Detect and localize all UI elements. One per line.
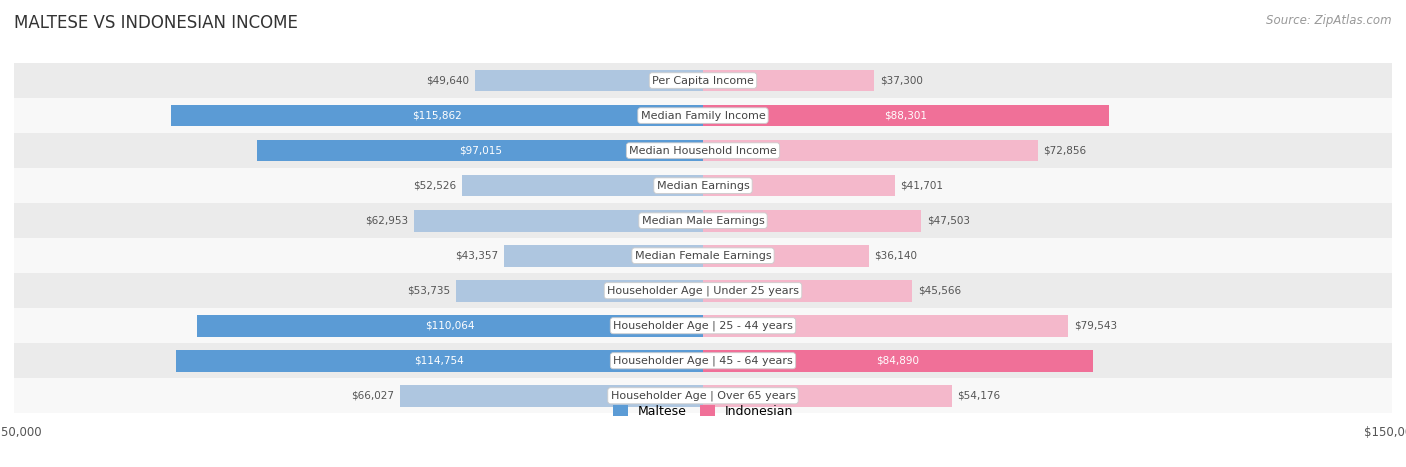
Bar [703, 140, 1038, 162]
Text: Householder Age | Over 65 years: Householder Age | Over 65 years [610, 390, 796, 401]
Bar [503, 245, 703, 267]
Text: $53,735: $53,735 [408, 286, 451, 296]
Bar [703, 385, 952, 407]
Text: $54,176: $54,176 [957, 391, 1001, 401]
Bar [14, 273, 1392, 308]
Text: Median Female Earnings: Median Female Earnings [634, 251, 772, 261]
Bar [14, 238, 1392, 273]
Text: $66,027: $66,027 [352, 391, 394, 401]
Text: $114,754: $114,754 [415, 356, 464, 366]
Text: $37,300: $37,300 [880, 76, 922, 85]
Bar [14, 308, 1392, 343]
Bar [703, 105, 1108, 127]
Bar [14, 63, 1392, 98]
Bar [14, 133, 1392, 168]
Text: $115,862: $115,862 [412, 111, 461, 120]
Text: $84,890: $84,890 [876, 356, 920, 366]
Text: $110,064: $110,064 [426, 321, 475, 331]
Bar [461, 175, 703, 197]
Text: Source: ZipAtlas.com: Source: ZipAtlas.com [1267, 14, 1392, 27]
Bar [703, 210, 921, 232]
Bar [703, 280, 912, 302]
Bar [703, 70, 875, 92]
Legend: Maltese, Indonesian: Maltese, Indonesian [613, 405, 793, 417]
Bar [14, 378, 1392, 413]
Text: $79,543: $79,543 [1074, 321, 1116, 331]
Bar [14, 203, 1392, 238]
Text: Median Male Earnings: Median Male Earnings [641, 216, 765, 226]
Bar [475, 70, 703, 92]
Bar [456, 280, 703, 302]
Bar [14, 98, 1392, 133]
Bar [703, 245, 869, 267]
Bar [197, 315, 703, 337]
Text: Per Capita Income: Per Capita Income [652, 76, 754, 85]
Text: $97,015: $97,015 [458, 146, 502, 156]
Bar [703, 175, 894, 197]
Bar [14, 343, 1392, 378]
Text: $52,526: $52,526 [413, 181, 456, 191]
Bar [257, 140, 703, 162]
Text: $62,953: $62,953 [366, 216, 408, 226]
Text: $49,640: $49,640 [426, 76, 470, 85]
Bar [413, 210, 703, 232]
Bar [176, 350, 703, 372]
Text: $43,357: $43,357 [456, 251, 498, 261]
Bar [399, 385, 703, 407]
Text: Householder Age | Under 25 years: Householder Age | Under 25 years [607, 285, 799, 296]
Text: Householder Age | 45 - 64 years: Householder Age | 45 - 64 years [613, 355, 793, 366]
Text: Median Earnings: Median Earnings [657, 181, 749, 191]
Bar [14, 168, 1392, 203]
Text: $41,701: $41,701 [900, 181, 943, 191]
Text: $45,566: $45,566 [918, 286, 960, 296]
Text: $88,301: $88,301 [884, 111, 928, 120]
Text: Median Family Income: Median Family Income [641, 111, 765, 120]
Bar [703, 350, 1092, 372]
Bar [703, 315, 1069, 337]
Text: Median Household Income: Median Household Income [628, 146, 778, 156]
Bar [172, 105, 703, 127]
Text: MALTESE VS INDONESIAN INCOME: MALTESE VS INDONESIAN INCOME [14, 14, 298, 32]
Text: $72,856: $72,856 [1043, 146, 1087, 156]
Text: Householder Age | 25 - 44 years: Householder Age | 25 - 44 years [613, 320, 793, 331]
Text: $36,140: $36,140 [875, 251, 918, 261]
Text: $47,503: $47,503 [927, 216, 970, 226]
